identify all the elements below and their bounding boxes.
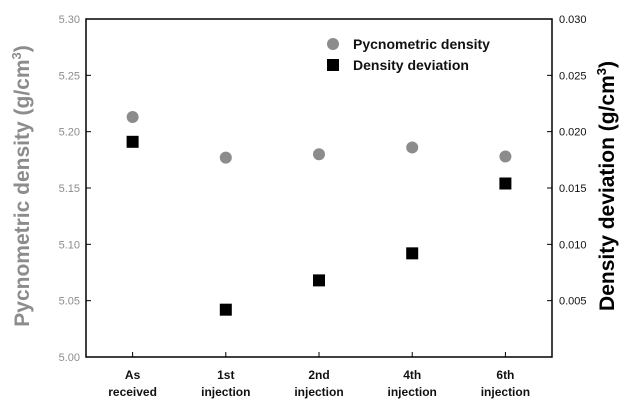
left-tick-label: 5.30 (59, 14, 80, 26)
x-axis-categories: As received 1st injection 2nd injection 4th inj… (108, 352, 530, 399)
left-tick-label: 5.15 (59, 183, 80, 195)
point-pycnometric-density (499, 150, 512, 163)
right-tick-label: 0.020 (559, 127, 587, 139)
chart-marks (126, 111, 512, 316)
point-pycnometric-density (406, 141, 419, 154)
point-density-deviation (406, 247, 419, 260)
right-tick-label: 0.025 (559, 70, 587, 82)
x-tick-label: 4th (403, 368, 421, 382)
x-tick-label-line2: injection (201, 385, 250, 399)
point-density-deviation (126, 135, 139, 148)
legend-label-density-deviation: Density deviation (353, 57, 469, 73)
x-tick-label: 2nd (308, 368, 329, 382)
right-tick-label: 0.030 (559, 14, 587, 26)
point-pycnometric-density (219, 151, 232, 164)
x-tick-label-line2: injection (388, 385, 437, 399)
left-tick-label: 5.05 (59, 296, 80, 308)
plot-frame (85, 18, 553, 358)
legend-label-pycnometric-density: Pycnometric density (353, 36, 490, 52)
x-tick-label: 1st (217, 368, 234, 382)
point-density-deviation (313, 274, 325, 287)
point-pycnometric-density (313, 148, 325, 161)
point-density-deviation (499, 177, 512, 190)
right-tick-label: 0.010 (559, 239, 587, 251)
x-tick-label-line2: injection (481, 385, 530, 399)
left-tick-label: 5.25 (59, 70, 80, 82)
x-tick-label: As (125, 368, 141, 382)
x-tick-label-line2: injection (294, 385, 343, 399)
left-tick-label: 5.20 (59, 127, 80, 139)
left-axis-label: Pycnometric density (g/cm3) (9, 45, 34, 326)
legend-marker-pycnometric-density (327, 38, 339, 50)
point-density-deviation (219, 303, 232, 316)
right-tick-label: 0.005 (559, 296, 587, 308)
right-tick-label: 0.015 (559, 183, 587, 195)
chart-axes (85, 18, 553, 358)
point-pycnometric-density (126, 111, 139, 124)
left-axis-ticks: 5.00 5.05 5.10 5.15 5.20 5.25 5.30 (59, 14, 91, 364)
left-tick-label: 5.00 (59, 352, 80, 364)
x-tick-label: 6th (496, 368, 514, 382)
left-tick-label: 5.10 (59, 239, 80, 251)
right-axis-label: Density deviation (g/cm3) (594, 61, 619, 311)
legend-marker-density-deviation (327, 59, 339, 71)
chart-legend: Pycnometric density Density deviation (327, 36, 490, 73)
right-axis-ticks: 0.005 0.010 0.015 0.020 0.025 0.030 (547, 14, 587, 308)
x-tick-label-line2: received (108, 385, 157, 399)
